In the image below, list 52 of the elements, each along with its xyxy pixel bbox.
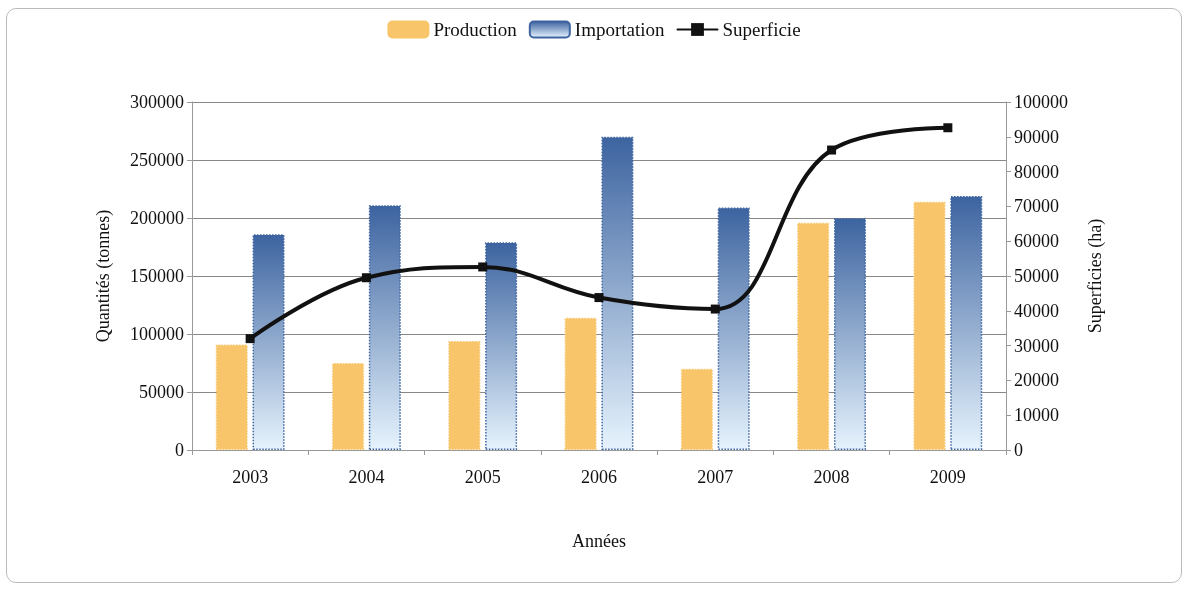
legend-label: Superficie (722, 19, 801, 40)
x-axis-title: Années (572, 531, 626, 551)
y-tick-label: 100000 (130, 324, 184, 344)
y-tick-label: 300000 (130, 92, 184, 112)
x-tick-label: 2005 (464, 467, 501, 487)
bar (252, 234, 285, 450)
x-tick-label: 2006 (581, 467, 617, 487)
x-tick-label: 2003 (232, 467, 269, 487)
bar (368, 205, 401, 450)
bar (564, 317, 597, 450)
bar (717, 207, 750, 450)
x-tick-label: 2004 (348, 467, 385, 487)
y2-tick-label: 10000 (1014, 405, 1059, 426)
y-axis-title: Quantités (tonnes) (93, 209, 114, 343)
y2-tick-label: 60000 (1014, 231, 1059, 252)
y-tick-label: 200000 (130, 208, 184, 228)
bar (332, 363, 365, 450)
bar (485, 242, 518, 450)
bar (215, 344, 248, 450)
x-tick-label: 2009 (929, 467, 966, 487)
y2-tick-label: 100000 (1014, 92, 1068, 112)
x-tick-label: 2007 (697, 467, 734, 487)
y2-tick-label: 30000 (1014, 335, 1059, 356)
y2-axis-title: Superficies (ha) (1085, 218, 1106, 334)
bar (950, 195, 983, 450)
point (943, 123, 953, 133)
bar (601, 136, 634, 450)
bar (833, 218, 866, 450)
y2-tick-label: 0 (1014, 440, 1023, 460)
y-tick-label: 250000 (130, 150, 184, 170)
point (361, 273, 371, 283)
x-tick-label: 2008 (813, 467, 850, 487)
bar (448, 340, 481, 450)
y-tick-label: 150000 (130, 266, 184, 286)
point (478, 262, 488, 272)
y2-tick-label: 80000 (1014, 161, 1059, 182)
point (827, 145, 837, 155)
y2-tick-label: 50000 (1014, 266, 1059, 286)
point (594, 293, 604, 303)
y2-tick-label: 40000 (1014, 300, 1059, 321)
y-tick-label: 0 (175, 440, 184, 460)
point (710, 304, 720, 314)
bar (913, 201, 946, 450)
y2-tick-label: 20000 (1014, 370, 1059, 391)
y2-tick-label: 70000 (1014, 196, 1059, 217)
bar (797, 222, 830, 450)
y2-tick-label: 90000 (1014, 126, 1059, 147)
legend-label: Importation (574, 19, 665, 40)
bar (680, 368, 713, 450)
legend-label: Production (433, 19, 518, 40)
point (245, 334, 255, 344)
y-tick-label: 50000 (139, 382, 184, 402)
